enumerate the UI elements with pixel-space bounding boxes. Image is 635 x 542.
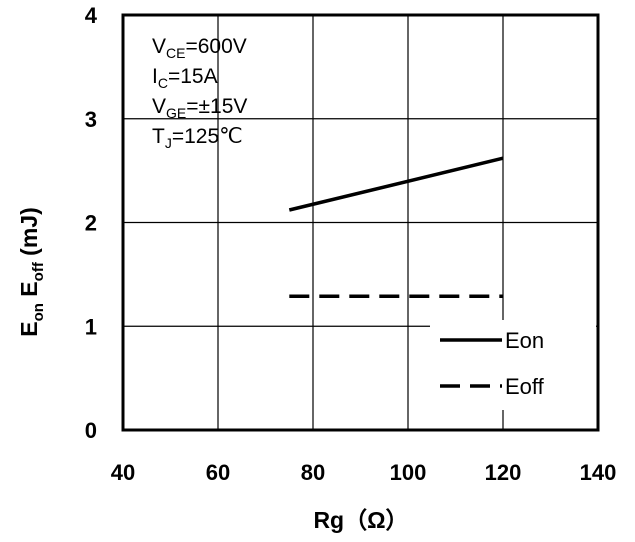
condition-text: =±15V (186, 95, 247, 118)
x-tick-label: 120 (485, 460, 522, 485)
condition-line: VCE=600V (152, 35, 247, 61)
condition-text: =15A (168, 65, 218, 88)
condition-text: V (152, 35, 166, 58)
condition-text: GE (166, 105, 186, 121)
condition-line: VGE=±15V (152, 95, 247, 121)
condition-line: IC=15A (152, 65, 218, 91)
condition-text: C (158, 75, 168, 91)
tick-labels: 40 60 80 100 120 140 0 1 2 3 4 (85, 3, 617, 485)
plot-frame (121, 13, 600, 432)
x-tick-label: 140 (580, 460, 617, 485)
legend-background (430, 320, 596, 410)
y-label-sub-off: off (30, 261, 47, 281)
legend: Eon Eoff (440, 328, 545, 399)
y-label-e-off: E (16, 281, 42, 303)
condition-text: =600V (185, 35, 246, 58)
y-tick-label: 1 (85, 314, 97, 339)
condition-text: =125℃ (172, 125, 243, 148)
x-tick-label: 60 (206, 460, 230, 485)
legend-label-eon: Eon (505, 328, 544, 353)
series-line-eon (288, 156, 504, 212)
y-tick-label: 4 (85, 3, 98, 28)
condition-text: V (152, 95, 166, 118)
condition-text: T (152, 125, 165, 148)
y-label-e-on: E (16, 321, 42, 336)
grid (123, 15, 598, 430)
y-tick-label: 2 (85, 211, 97, 236)
x-axis-label: Rg（Ω） (313, 507, 408, 533)
x-tick-label: 100 (390, 460, 427, 485)
series-layer (288, 156, 504, 298)
y-tick-label: 0 (85, 418, 97, 443)
condition-text: CE (166, 45, 185, 61)
condition-text: J (165, 135, 172, 151)
x-tick-label: 80 (301, 460, 325, 485)
condition-text: I (152, 65, 158, 88)
x-tick-label: 40 (111, 460, 135, 485)
y-label-sub-on: on (30, 303, 47, 321)
y-tick-label: 3 (85, 107, 97, 132)
y-label-unit: (mJ) (16, 207, 42, 262)
condition-line: TJ=125℃ (152, 125, 243, 151)
legend-label-eoff: Eoff (505, 374, 545, 399)
y-axis-label: Eon Eoff (mJ) (16, 207, 47, 337)
